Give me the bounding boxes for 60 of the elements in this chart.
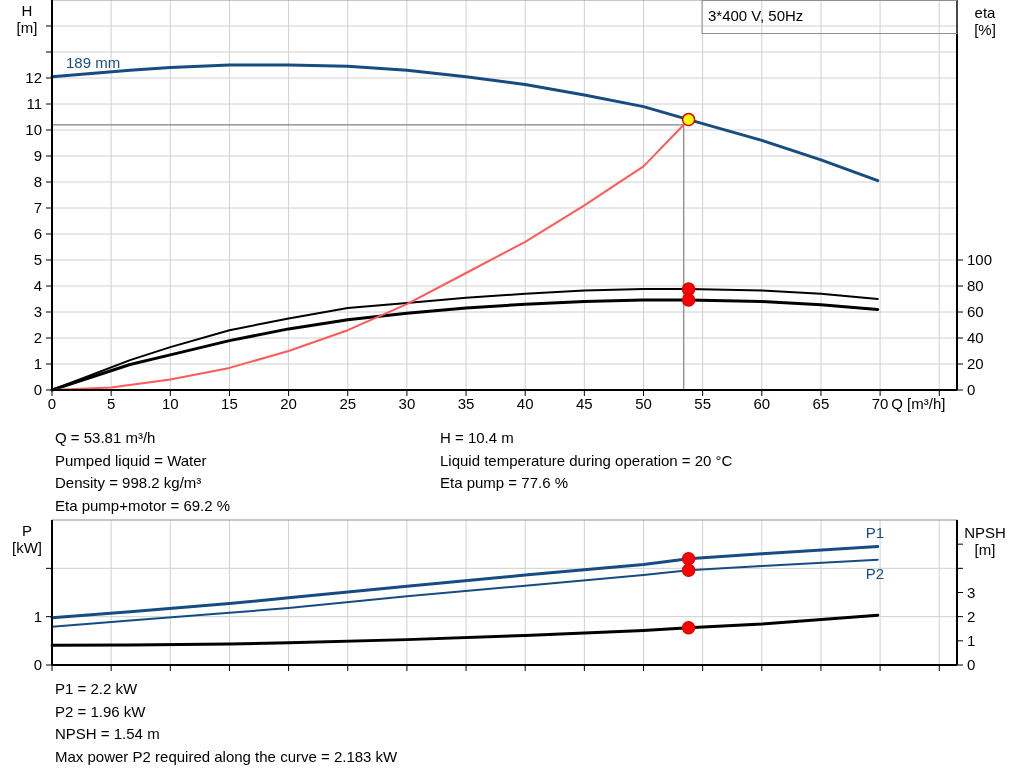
y-tick-label: 5 (33, 251, 42, 268)
x-tick-label: 0 (47, 395, 57, 412)
y2-tick-label: 20 (967, 355, 984, 372)
text: 3*400 V, 50Hz (708, 7, 804, 24)
x-tick-label: 45 (576, 395, 593, 412)
x-tick-label: 70 (871, 395, 889, 412)
text: Pumped liquid = Water (55, 451, 207, 469)
y2-tick-label: 60 (967, 303, 984, 320)
y-axis-title: H [m] (16, 2, 38, 36)
y-tick-label: 1 (33, 607, 42, 625)
text: P1 = 2.2 kW (55, 680, 138, 697)
y-tick-label: 1 (33, 355, 42, 372)
x-axis-title: Q [m³/h] (891, 395, 946, 412)
x-tick-label: 15 (221, 395, 238, 412)
y-tick-label: 11 (26, 95, 42, 112)
x-tick-label: 35 (457, 395, 475, 412)
y2-tick-label: 80 (967, 277, 984, 294)
x-tick-label: 60 (753, 395, 771, 412)
y-tick-label: 4 (33, 277, 42, 294)
x-tick-label: 55 (694, 395, 711, 412)
y-axis-title: P [kW] (12, 522, 42, 556)
text: Eta pump+motor = 69.2 % (55, 496, 231, 514)
x-tick-label: 30 (398, 395, 416, 412)
y2-tick-label: 40 (967, 329, 984, 346)
y-tick-label: 3 (33, 303, 42, 320)
text: Q = 53.81 m³/h (55, 429, 156, 446)
y2-tick-label: 3 (967, 583, 976, 601)
series-label: P1 (865, 523, 885, 541)
y2-axis-title: eta [%] (974, 4, 997, 38)
x-tick-label: 10 (161, 395, 179, 412)
y-tick-label: 7 (33, 199, 42, 216)
x-tick-label: 20 (280, 395, 297, 412)
y2-tick-label: 2 (967, 607, 976, 625)
series-label: P2 (865, 564, 885, 582)
x-tick-label: 5 (106, 395, 116, 412)
y2-axis-title: NPSH [m] (964, 524, 1006, 558)
y2-tick-label: 100 (967, 251, 993, 268)
text: Density = 998.2 kg/m³ (55, 474, 202, 491)
y-tick-label: 0 (33, 381, 42, 398)
series-label: 189 mm (66, 53, 121, 71)
text: NPSH = 1.54 m (55, 725, 160, 742)
text: Max power P2 required along the curve = 2.183 kW (55, 747, 399, 765)
y-tick-label: 0 (33, 656, 42, 673)
text: H = 10.4 m (440, 429, 514, 446)
x-tick-label: 25 (339, 395, 357, 412)
y2-tick-label: 0 (967, 656, 976, 673)
y-tick-label: 8 (33, 173, 42, 190)
x-tick-label: 65 (812, 395, 830, 412)
y-tick-label: 10 (25, 121, 42, 138)
y2-tick-label: 0 (967, 381, 976, 398)
y2-tick-label: 1 (967, 631, 976, 649)
y-tick-label: 12 (25, 69, 42, 86)
y-tick-label: 2 (33, 329, 42, 346)
text: Liquid temperature during operation = 20 °C (440, 451, 733, 469)
y-tick-label: 6 (33, 225, 42, 242)
text: P2 = 1.96 kW (55, 702, 147, 720)
x-tick-label: 50 (635, 395, 652, 412)
y-tick-label: 9 (33, 147, 42, 164)
text: Eta pump = 77.6 % (440, 474, 568, 491)
x-tick-label: 40 (516, 395, 534, 412)
